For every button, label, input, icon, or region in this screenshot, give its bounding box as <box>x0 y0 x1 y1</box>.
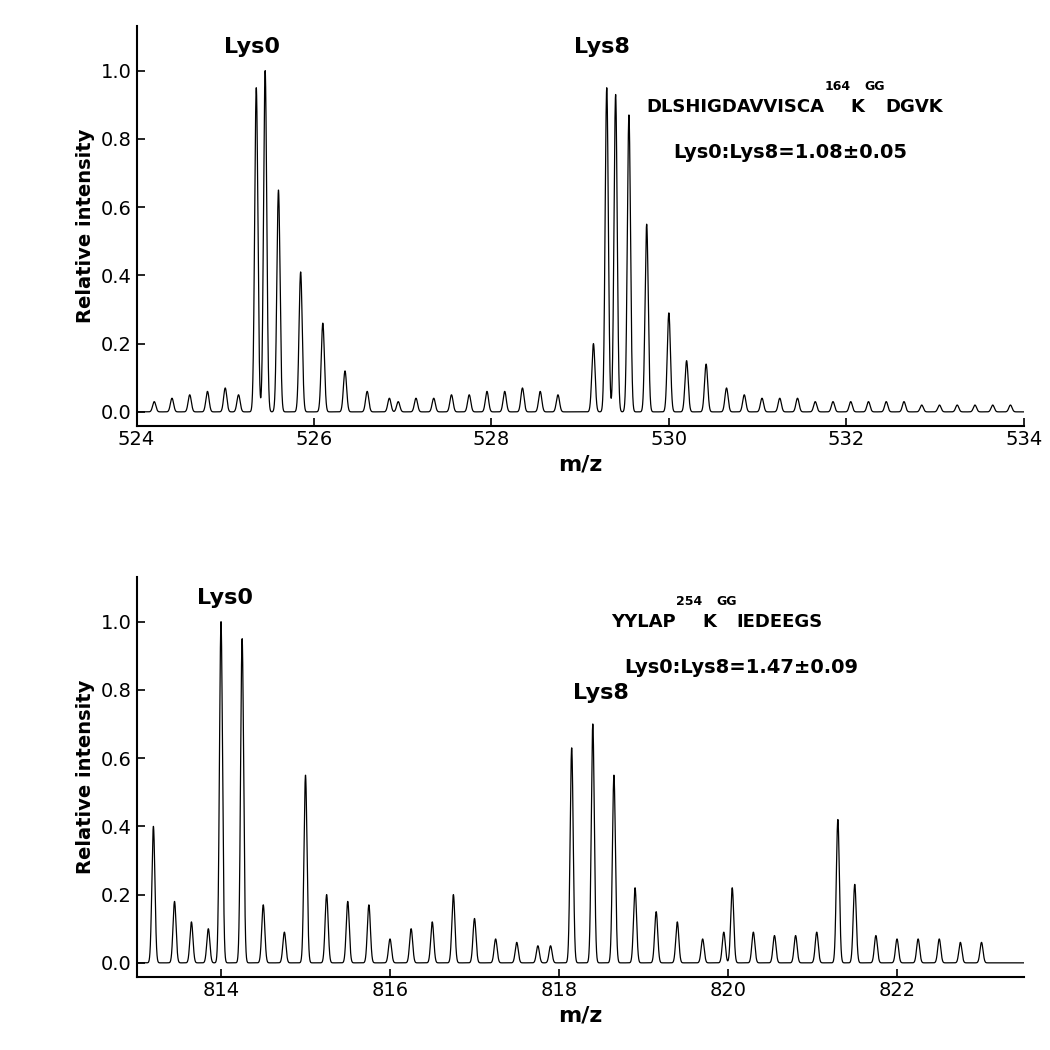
Text: GG: GG <box>716 595 736 608</box>
Text: K: K <box>850 98 864 117</box>
Text: 164: 164 <box>824 80 850 93</box>
Text: Lys0: Lys0 <box>197 588 253 608</box>
X-axis label: m/z: m/z <box>558 1006 603 1026</box>
Text: IEDEEGS: IEDEEGS <box>736 613 823 631</box>
Y-axis label: Relative intensity: Relative intensity <box>77 679 96 874</box>
Text: K: K <box>702 613 716 631</box>
Text: Lys0:Lys8=1.47±0.09: Lys0:Lys8=1.47±0.09 <box>625 658 859 677</box>
Y-axis label: Relative intensity: Relative intensity <box>77 129 96 323</box>
Text: 254: 254 <box>676 595 702 608</box>
Text: Lys0: Lys0 <box>224 37 280 57</box>
X-axis label: m/z: m/z <box>558 455 603 475</box>
Text: Lys8: Lys8 <box>573 684 629 704</box>
Text: DGVK: DGVK <box>885 98 943 117</box>
Text: Lys0:Lys8=1.08±0.05: Lys0:Lys8=1.08±0.05 <box>673 143 907 162</box>
Text: GG: GG <box>864 80 885 93</box>
Text: DLSHIGDAVVISCA: DLSHIGDAVVISCA <box>647 98 824 117</box>
Text: Lys8: Lys8 <box>574 37 630 57</box>
Text: YYLAP: YYLAP <box>611 613 676 631</box>
